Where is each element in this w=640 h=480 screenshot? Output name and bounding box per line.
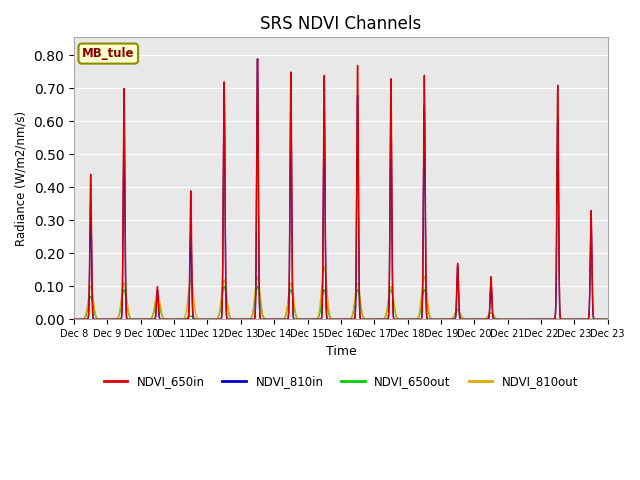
NDVI_810in — [70, 316, 78, 322]
NDVI_650out — [218, 300, 225, 306]
NDVI_810out — [118, 294, 125, 300]
NDVI_810in — [558, 316, 566, 322]
Y-axis label: Radiance (W/m2/nm/s): Radiance (W/m2/nm/s) — [15, 111, 28, 246]
NDVI_650out — [254, 284, 262, 289]
X-axis label: Time: Time — [326, 345, 356, 358]
NDVI_810in — [218, 316, 225, 322]
NDVI_810out — [218, 297, 225, 302]
NDVI_650in — [483, 316, 491, 322]
Title: SRS NDVI Channels: SRS NDVI Channels — [260, 15, 422, 33]
NDVI_650in — [253, 56, 261, 61]
NDVI_810out — [604, 316, 612, 322]
NDVI_650out — [584, 316, 591, 322]
NDVI_810out — [254, 274, 262, 280]
NDVI_650in — [519, 316, 527, 322]
Text: MB_tule: MB_tule — [82, 47, 134, 60]
NDVI_650in — [604, 316, 612, 322]
NDVI_810in — [522, 316, 530, 322]
NDVI_650out — [558, 316, 566, 322]
Line: NDVI_810out: NDVI_810out — [74, 266, 608, 319]
NDVI_650in — [70, 316, 78, 322]
NDVI_650in — [254, 82, 262, 87]
NDVI_650out — [118, 298, 125, 304]
NDVI_810in — [483, 316, 491, 322]
NDVI_650out — [522, 316, 530, 322]
NDVI_810in — [253, 56, 261, 61]
NDVI_810out — [558, 316, 566, 322]
NDVI_650out — [483, 315, 491, 321]
NDVI_650out — [604, 316, 612, 322]
NDVI_810out — [483, 315, 491, 321]
NDVI_810out — [522, 316, 530, 322]
Line: NDVI_650out: NDVI_650out — [74, 287, 608, 319]
NDVI_650out — [220, 284, 228, 289]
NDVI_810out — [584, 316, 591, 322]
NDVI_810in — [519, 316, 527, 322]
NDVI_810out — [321, 264, 328, 269]
NDVI_810in — [254, 82, 262, 87]
Line: NDVI_650in: NDVI_650in — [74, 59, 608, 319]
NDVI_810in — [604, 316, 612, 322]
NDVI_650out — [70, 316, 78, 322]
NDVI_650in — [522, 316, 530, 322]
NDVI_650in — [558, 316, 566, 322]
NDVI_810out — [70, 316, 78, 322]
Line: NDVI_810in: NDVI_810in — [74, 59, 608, 319]
NDVI_650in — [118, 313, 125, 319]
NDVI_810in — [118, 313, 125, 319]
NDVI_650in — [218, 316, 225, 322]
Legend: NDVI_650in, NDVI_810in, NDVI_650out, NDVI_810out: NDVI_650in, NDVI_810in, NDVI_650out, NDV… — [99, 370, 583, 393]
